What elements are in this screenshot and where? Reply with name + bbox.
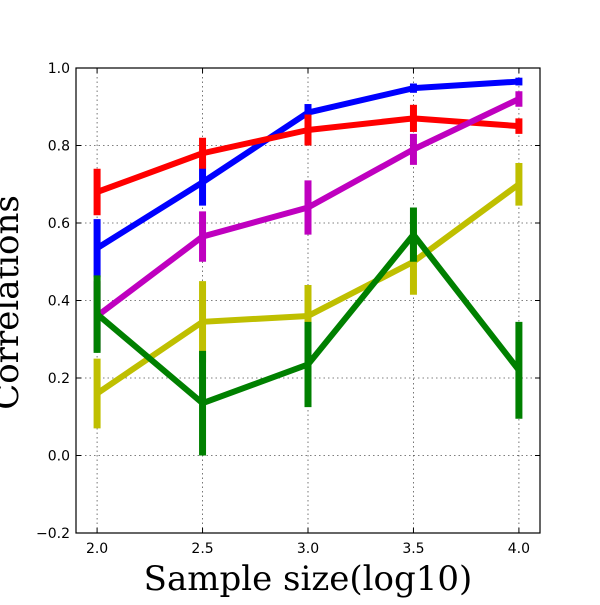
x-tick-label: 2.5: [191, 541, 213, 557]
x-tick-label: 3.0: [297, 541, 319, 557]
series-red: [93, 104, 523, 216]
y-tick-label: 0.6: [48, 216, 70, 232]
x-axis-label: Sample size(log10): [144, 559, 473, 599]
y-tick-label: 0.0: [48, 449, 70, 465]
y-tick-label: 1.0: [48, 61, 70, 77]
series-line-blue: [95, 78, 520, 251]
series-yellow: [93, 162, 523, 429]
y-tick-label: −0.2: [36, 526, 70, 542]
x-tick-label: 4.0: [508, 541, 530, 557]
series-line-red: [96, 115, 520, 195]
x-tick-label: 3.5: [402, 541, 424, 557]
y-tick-label: 0.8: [48, 139, 70, 155]
series-line-green: [95, 231, 522, 407]
y-tick-label: 0.4: [48, 294, 70, 310]
series-layer: [93, 77, 523, 456]
series-green: [93, 207, 523, 456]
series-blue: [93, 77, 523, 278]
series-line-magenta: [95, 96, 521, 319]
ticks: 2.0 2.5 3.0 3.5 4.0 −0.2 0.0 0.2 0.4 0.6 0.8 1.0: [36, 61, 540, 557]
y-axis-label: Correlations: [0, 195, 27, 410]
series-line-yellow: [95, 181, 521, 396]
y-tick-label: 0.2: [48, 371, 70, 387]
x-tick-label: 2.0: [86, 541, 108, 557]
